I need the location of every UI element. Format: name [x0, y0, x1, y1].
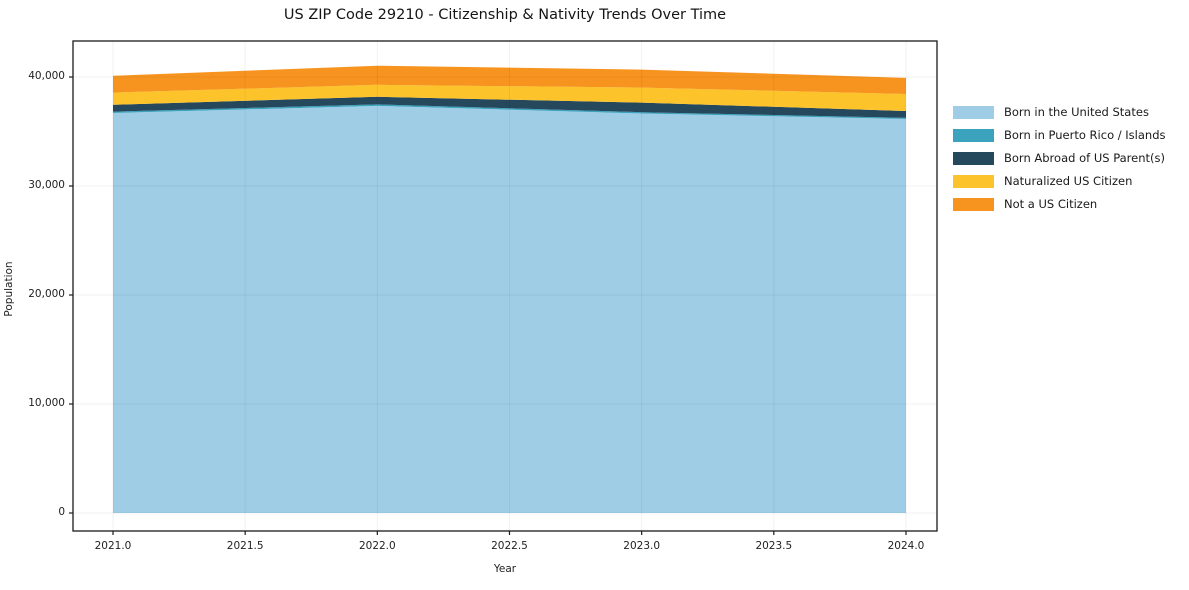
legend-item-0: Born in the United States: [953, 106, 1166, 119]
y-tick-label: 0: [58, 506, 65, 518]
legend-swatch-icon: [953, 198, 994, 211]
legend-item-1: Born in Puerto Rico / Islands: [953, 129, 1166, 142]
legend-swatch-icon: [953, 129, 994, 142]
x-tick-label: 2021.5: [226, 540, 264, 552]
x-axis-label: Year: [493, 563, 517, 575]
legend-swatch-icon: [953, 175, 994, 188]
legend-label: Naturalized US Citizen: [1004, 174, 1133, 188]
area-series-3: [113, 84, 906, 111]
axes-spines: [72, 40, 938, 532]
legend-swatch-icon: [953, 152, 994, 165]
x-tick-label: 2023.0: [623, 540, 661, 552]
y-tick-label: 30,000: [28, 179, 65, 191]
area-series-4: [113, 65, 906, 94]
legend-label: Not a US Citizen: [1004, 197, 1098, 211]
legend-label: Born Abroad of US Parent(s): [1004, 151, 1165, 165]
x-tick-label: 2022.5: [491, 540, 528, 552]
legend: Born in the United States Born in Puerto …: [953, 106, 1166, 221]
legend-swatch-icon: [953, 106, 994, 119]
x-tick-label: 2023.5: [755, 540, 793, 552]
x-tick-label: 2022.0: [358, 540, 396, 552]
area-series-2: [113, 96, 906, 118]
legend-label: Born in Puerto Rico / Islands: [1004, 128, 1166, 142]
chart-title: US ZIP Code 29210 - Citizenship & Nativi…: [283, 7, 727, 23]
legend-label: Born in the United States: [1004, 105, 1149, 119]
y-tick-label: 40,000: [28, 70, 65, 82]
area-series-0: [113, 105, 906, 514]
legend-item-3: Naturalized US Citizen: [953, 175, 1166, 188]
x-tick-label: 2021.0: [94, 540, 132, 552]
y-axis-label: Population: [3, 261, 15, 317]
y-tick-label: 10,000: [28, 397, 65, 409]
legend-item-2: Born Abroad of US Parent(s): [953, 152, 1166, 165]
legend-item-4: Not a US Citizen: [953, 198, 1166, 211]
y-tick-label: 20,000: [28, 288, 65, 300]
x-tick-label: 2024.0: [887, 540, 925, 552]
